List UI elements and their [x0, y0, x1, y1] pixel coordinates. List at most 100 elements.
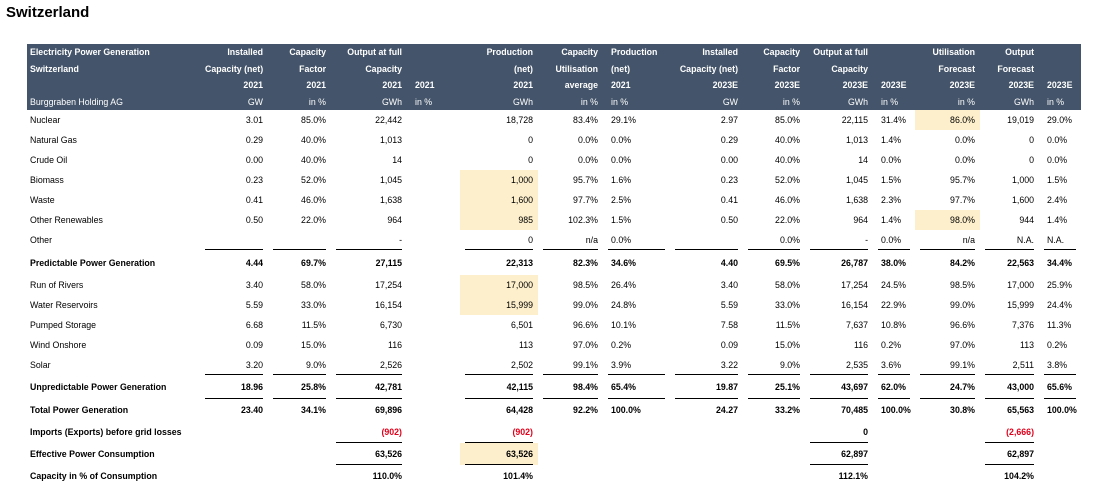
value-cell: 0 [1029, 135, 1034, 145]
value-cell: 944 [1019, 215, 1034, 225]
header-cell: GWh [805, 93, 873, 110]
value-cell: 0.0% [881, 155, 902, 165]
value-cell: 5.59 [720, 300, 738, 310]
value-cell: 1,045 [845, 175, 868, 185]
value-cell: 70,485 [841, 405, 868, 415]
value-cell: 1,013 [379, 135, 402, 145]
value-cell: 964 [387, 215, 402, 225]
value-cell [407, 335, 460, 355]
header-cell: GWh [331, 93, 407, 110]
header-cell: Output at full [805, 44, 873, 61]
header-cell: 2023E [873, 77, 915, 94]
value-cell: 22.0% [775, 215, 800, 225]
value-cell: 43,697 [805, 375, 873, 399]
value-cell [873, 443, 915, 465]
value-cell: 4.44 [245, 257, 263, 268]
value-cell: 3.20 [200, 355, 268, 375]
data-row: Wind Onshore 0.09 15.0% 116 113 97.0% 0.2% 0.09… [27, 335, 1081, 355]
value-cell: 84.2% [950, 257, 975, 268]
value-cell: 18,728 [506, 115, 533, 125]
value-cell: 96.6% [950, 320, 975, 330]
header-cell: Output at full [331, 44, 407, 61]
value-cell [538, 421, 603, 443]
value-cell: 27,115 [375, 257, 402, 268]
value-cell: 0.00 [720, 155, 738, 165]
value-cell: 0.0% [873, 230, 915, 250]
value-cell: 65.4% [603, 375, 670, 399]
header-row: Electricity Power Generation Installed Cap… [27, 44, 1081, 61]
header-cell: in % [873, 93, 915, 110]
value-cell [200, 465, 268, 487]
value-cell: 97.0% [573, 340, 598, 350]
value-cell: 7.58 [720, 320, 738, 330]
value-cell: 1,013 [845, 135, 868, 145]
header-cell [407, 60, 460, 77]
value-cell: 101.4% [503, 471, 533, 481]
value-cell: 964 [853, 215, 868, 225]
value-cell: 116 [387, 340, 402, 350]
value-cell [743, 421, 805, 443]
header-cell: Capacity [331, 60, 407, 77]
data-row: Solar 3.20 9.0% 2,526 2,502 99.1% 3.9% 3.22 9.0%… [27, 355, 1081, 375]
value-cell: 1.5% [1047, 175, 1068, 185]
value-cell: 1,600 [1011, 195, 1034, 205]
value-cell: 33.0% [301, 300, 326, 310]
value-cell: 2,502 [460, 355, 538, 375]
data-row: Biomass 0.23 52.0% 1,045 1,000 95.7% 1.6% 0.23 5… [27, 170, 1081, 190]
row-label: Nuclear [30, 115, 61, 125]
value-cell: 0.09 [720, 340, 738, 350]
header-cell: 2023E [980, 77, 1039, 94]
value-cell [538, 443, 603, 465]
value-cell: 83.4% [573, 115, 598, 125]
data-row: Effective Power Consumption 63,526 63,526 6… [27, 443, 1081, 465]
value-cell: 17,254 [841, 280, 868, 290]
value-cell: 3.40 [720, 280, 738, 290]
value-cell [670, 230, 743, 250]
value-cell: 52.0% [775, 175, 800, 185]
value-cell: 113 [518, 340, 533, 350]
value-cell: 1,000 [460, 170, 538, 190]
data-row: Capacity in % of Consumption 110.0% 101.4%… [27, 465, 1081, 487]
value-cell [268, 230, 331, 250]
value-cell: 15.0% [775, 340, 800, 350]
value-cell: 0.0% [743, 230, 805, 250]
value-cell: 1.5% [611, 215, 632, 225]
value-cell [268, 443, 331, 465]
value-cell [873, 465, 915, 487]
value-cell: 98.0% [915, 210, 980, 230]
value-cell: 1,600 [460, 190, 538, 210]
value-cell [268, 465, 331, 487]
header-cell: Capacity [805, 60, 873, 77]
row-label: Waste [30, 195, 55, 205]
value-cell [407, 421, 460, 443]
row-label: Biomass [30, 175, 64, 185]
value-cell: 24.5% [881, 280, 906, 290]
value-cell: 0.0% [603, 230, 670, 250]
value-cell: 17,254 [375, 280, 402, 290]
header-cell: GWh [460, 93, 538, 110]
header-row: 2021 2021 2021 2021 2021 average 2021 2023E 2023… [27, 77, 1081, 94]
page-title: Switzerland [6, 4, 90, 21]
value-cell [200, 230, 268, 250]
value-cell: 85.0% [775, 115, 800, 125]
value-cell: n/a [538, 230, 603, 250]
value-cell [407, 443, 460, 465]
value-cell: 22.0% [301, 215, 326, 225]
value-cell: 0.41 [720, 195, 738, 205]
value-cell: 92.2% [573, 405, 598, 415]
value-cell [407, 170, 460, 190]
value-cell: 65,563 [1007, 405, 1034, 415]
value-cell: 10.8% [881, 320, 906, 330]
value-cell: 97.7% [573, 195, 598, 205]
header-cell: in % [268, 93, 331, 110]
value-cell: 19.87 [670, 375, 743, 399]
row-label: Effective Power Consumption [30, 449, 155, 459]
value-cell: n/a [915, 230, 980, 250]
value-cell: 3.40 [245, 280, 263, 290]
header-cell: average [538, 77, 603, 94]
value-cell: 1.5% [881, 175, 902, 185]
value-cell: 95.7% [950, 175, 975, 185]
value-cell: 24.27 [715, 405, 738, 415]
value-cell: 18.96 [200, 375, 268, 399]
row-label: Imports (Exports) before grid losses [30, 427, 182, 437]
